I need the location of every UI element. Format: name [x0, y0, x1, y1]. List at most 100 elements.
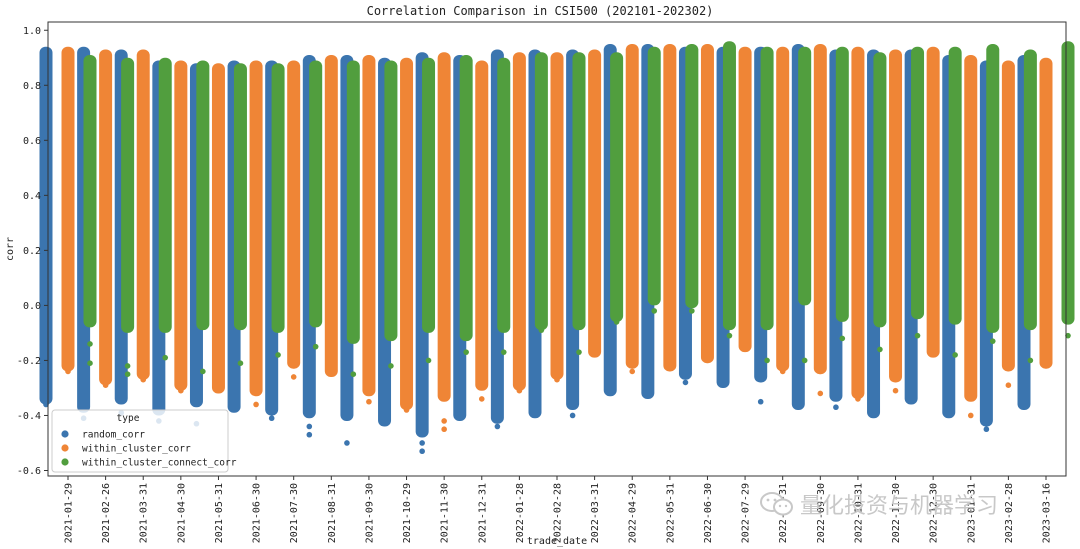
- outlier-point: [253, 401, 259, 408]
- outlier-point: [1065, 332, 1071, 339]
- x-tick-label: 2021-10-29: [402, 483, 413, 543]
- strip-within-cluster-corr-2023-03-16: [1039, 57, 1053, 369]
- outlier-point: [366, 398, 372, 405]
- strip-within-cluster-corr-2022-02-28: [550, 52, 564, 380]
- strip-within-cluster-connect-corr-2023-03-16: [1061, 41, 1075, 325]
- strip-within-cluster-corr-2021-09-30: [362, 55, 376, 397]
- outlier-point: [967, 412, 974, 419]
- x-tick-label: 2022-11-30: [891, 483, 902, 543]
- outlier-point: [839, 335, 846, 342]
- outlier-point: [43, 401, 49, 408]
- outlier-point: [726, 332, 733, 339]
- outlier-point: [441, 426, 447, 433]
- y-tick-label: -0.6: [17, 466, 41, 477]
- y-tick-label: 0.8: [23, 81, 41, 92]
- strip-within-cluster-corr-2022-10-31: [851, 46, 865, 399]
- outlier-point: [350, 371, 357, 377]
- strip-within-cluster-connect-corr-2021-07-30: [309, 60, 323, 328]
- x-tick-label: 2021-04-30: [176, 483, 187, 543]
- outlier-point: [651, 308, 658, 314]
- strip-within-cluster-connect-corr-2021-10-29: [422, 57, 436, 333]
- y-tick-label: -0.4: [17, 411, 41, 422]
- strip-within-cluster-connect-corr-2021-04-30: [196, 60, 210, 331]
- strip-within-cluster-corr-2022-01-28: [512, 52, 526, 391]
- outlier-point: [87, 360, 93, 366]
- legend-label: within_cluster_corr: [82, 444, 191, 455]
- strip-within-cluster-corr-2022-04-29: [625, 44, 639, 369]
- strip-within-cluster-corr-2022-05-31: [663, 44, 677, 372]
- x-tick-label: 2023-01-31: [966, 483, 977, 543]
- outlier-point: [682, 379, 689, 386]
- x-tick-label: 2023-03-16: [1042, 483, 1053, 543]
- strip-within-cluster-connect-corr-2021-09-30: [384, 60, 398, 342]
- strip-within-cluster-corr-2021-11-30: [437, 52, 451, 402]
- outlier-point: [764, 357, 770, 364]
- legend-label: within_cluster_connect_corr: [82, 458, 237, 469]
- y-tick-label: 0.2: [23, 246, 41, 257]
- outlier-point: [140, 376, 147, 383]
- outlier-point: [877, 346, 883, 353]
- strip-within-cluster-corr-2022-12-30: [926, 46, 940, 358]
- y-tick-label: 1.0: [23, 26, 41, 37]
- outlier-point: [516, 387, 523, 394]
- outlier-point: [983, 426, 990, 433]
- outlier-point: [569, 412, 576, 419]
- outlier-point: [344, 440, 350, 446]
- x-tick-label: 2023-02-28: [1004, 483, 1015, 543]
- outlier-point: [576, 349, 582, 355]
- x-tick-label: 2022-04-29: [628, 483, 639, 543]
- strip-random-corr-2021-01-29: [39, 46, 53, 405]
- strip-within-cluster-corr-2021-10-29: [400, 57, 414, 410]
- watermark-text: 量化投资与机器学习: [800, 494, 999, 519]
- strip-within-cluster-connect-corr-2021-05-31: [233, 63, 247, 331]
- outlier-point: [463, 349, 469, 355]
- outlier-point: [779, 368, 786, 375]
- outlier-point: [419, 440, 425, 446]
- strip-within-cluster-corr-2022-11-30: [889, 49, 903, 383]
- outlier-point: [268, 415, 275, 422]
- strip-within-cluster-connect-corr-2022-09-30: [835, 46, 849, 322]
- outlier-point: [312, 343, 319, 350]
- outlier-point: [629, 368, 636, 375]
- strip-within-cluster-corr-2022-03-31: [588, 49, 602, 358]
- outlier-point: [1005, 382, 1012, 389]
- legend-label: random_corr: [82, 430, 145, 441]
- strip-within-cluster-corr-2021-02-26: [99, 49, 113, 386]
- outlier-point: [124, 371, 131, 377]
- outlier-point: [306, 431, 313, 438]
- strip-within-cluster-corr-2021-06-30: [249, 60, 263, 397]
- strip-within-cluster-corr-2023-01-31: [964, 55, 978, 402]
- outlier-point: [952, 352, 958, 358]
- outlier-point: [914, 332, 921, 339]
- strip-within-cluster-connect-corr-2021-02-26: [121, 57, 135, 333]
- strip-within-cluster-corr-2021-07-30: [287, 60, 301, 369]
- watermark: 量化投资与机器学习: [760, 488, 998, 520]
- strip-within-cluster-connect-corr-2022-02-28: [572, 52, 586, 331]
- strip-within-cluster-connect-corr-2023-01-31: [986, 44, 1000, 333]
- outlier-point: [478, 396, 485, 402]
- strip-within-cluster-connect-corr-2022-08-31: [798, 46, 812, 306]
- outlier-point: [989, 338, 996, 344]
- legend-title: type: [117, 413, 140, 424]
- x-tick-label: 2022-10-31: [853, 483, 864, 543]
- outlier-point: [892, 387, 899, 394]
- outlier-point: [855, 396, 861, 402]
- legend-marker: [61, 430, 69, 438]
- strip-within-cluster-connect-corr-2022-04-29: [647, 46, 661, 306]
- strip-within-cluster-corr-2022-07-29: [738, 46, 752, 353]
- outlier-point: [403, 407, 410, 413]
- y-tick-label: 0.4: [23, 191, 41, 202]
- series-within-cluster-connect-corr: [83, 41, 1075, 377]
- strip-within-cluster-connect-corr-2022-06-30: [722, 41, 736, 331]
- x-tick-label: 2022-02-28: [553, 483, 564, 543]
- outlier-point: [290, 374, 297, 380]
- outlier-point: [494, 423, 501, 430]
- x-tick-label: 2021-03-31: [139, 483, 150, 543]
- outlier-point: [1027, 357, 1034, 364]
- outlier-point: [554, 376, 560, 383]
- x-tick-label: 2021-09-30: [364, 483, 375, 543]
- outlier-point: [538, 327, 545, 333]
- strip-within-cluster-connect-corr-2021-06-30: [271, 63, 285, 333]
- outlier-point: [500, 349, 507, 355]
